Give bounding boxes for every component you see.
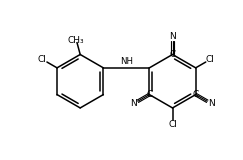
- Text: N: N: [130, 99, 137, 108]
- Text: N: N: [169, 32, 176, 41]
- Text: Cl: Cl: [206, 55, 215, 64]
- Text: N: N: [208, 99, 215, 108]
- Text: Cl: Cl: [168, 120, 177, 129]
- Text: C: C: [146, 90, 153, 99]
- Text: Cl: Cl: [38, 55, 47, 64]
- Text: NH: NH: [120, 56, 133, 66]
- Text: C: C: [192, 90, 199, 99]
- Text: C: C: [169, 50, 176, 59]
- Text: CH₃: CH₃: [67, 36, 84, 45]
